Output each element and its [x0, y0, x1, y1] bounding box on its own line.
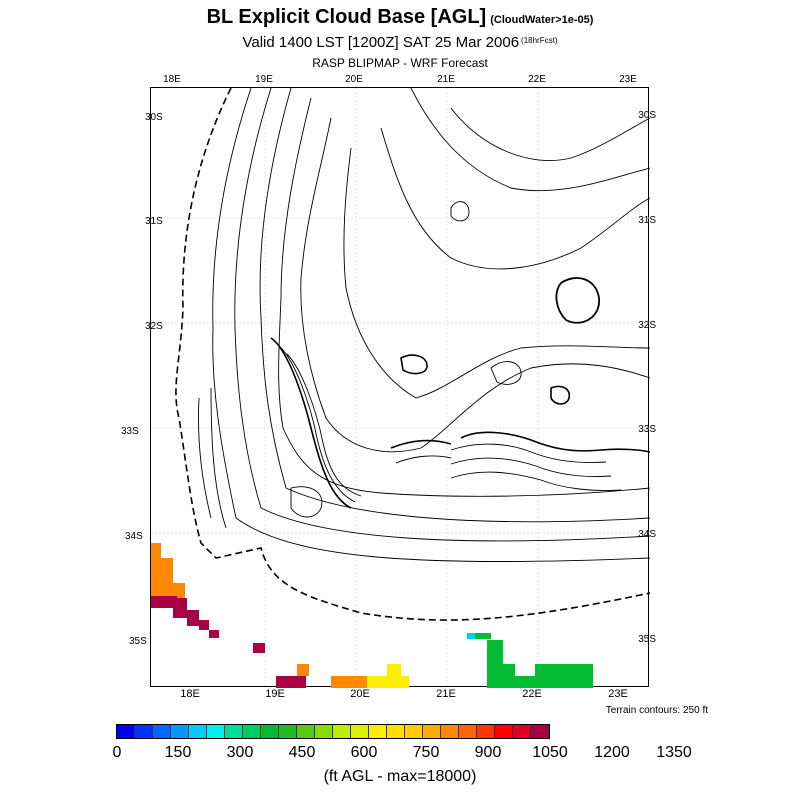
contour-map — [151, 88, 650, 688]
bottom-lon-label: 19E — [265, 688, 285, 700]
map-panel: 30S 31S 32S 33S 34S 35S 30S 31S 32S 33S … — [121, 87, 656, 688]
colorbar-cell — [135, 725, 153, 738]
colorbar-cell — [297, 725, 315, 738]
lat-label: 34S — [638, 529, 656, 540]
colorbar-cell — [351, 725, 369, 738]
terrain-note: Terrain contours: 250 ft — [605, 705, 708, 716]
colorbar-cell — [423, 725, 441, 738]
top-lon-label: 21E — [437, 74, 455, 85]
top-lon-label: 22E — [528, 74, 546, 85]
colorbar-cell — [117, 725, 135, 738]
bottom-lon-label: 18E — [180, 688, 200, 700]
coastline — [175, 88, 650, 621]
bottom-lon-label: 23E — [608, 688, 628, 700]
colorbar-tick-label: 1350 — [656, 744, 692, 761]
graticule — [151, 88, 650, 688]
lat-label: 33S — [121, 426, 139, 437]
colorbar-units: (ft AGL - max=18000) — [323, 768, 477, 785]
colorbar-cell — [315, 725, 333, 738]
bottom-lon-label: 20E — [350, 688, 370, 700]
top-lon-label: 18E — [163, 74, 181, 85]
lat-label: 32S — [145, 321, 163, 332]
lat-label: 31S — [638, 215, 656, 226]
colorbar-cell — [495, 725, 513, 738]
colorbar-tick-label: 450 — [288, 744, 316, 761]
colorbar-tick-label: 0 — [112, 744, 122, 761]
chart-title: BL Explicit Cloud Base [AGL] (CloudWater>… — [206, 6, 594, 28]
colorbar-cell — [387, 725, 405, 738]
colorbar-tick-label: 900 — [474, 744, 502, 761]
colorbar-tick-label: 600 — [350, 744, 378, 761]
colorbar-cell — [369, 725, 387, 738]
colorbar-cell — [171, 725, 189, 738]
colorbar-cell — [279, 725, 297, 738]
colorbar-tick-label: 300 — [226, 744, 254, 761]
colorbar-cell — [225, 725, 243, 738]
colorbar-cell — [333, 725, 351, 738]
model-name: RASP BLIPMAP - WRF Forecast — [312, 56, 488, 70]
colorbar-cell — [513, 725, 531, 738]
colorbar-cell — [477, 725, 495, 738]
colorbar-tick-label: 1050 — [532, 744, 568, 761]
colorbar-cell — [531, 725, 549, 738]
lat-label: 31S — [145, 216, 163, 227]
lat-label: 30S — [145, 112, 163, 123]
lat-label: 32S — [638, 320, 656, 331]
colorbar-cell — [189, 725, 207, 738]
lat-label: 33S — [638, 424, 656, 435]
bottom-lon-label: 22E — [522, 688, 542, 700]
terrain-contours — [198, 88, 650, 563]
top-lon-label: 23E — [619, 74, 637, 85]
cloudbase-cells — [151, 543, 593, 688]
colorbar-cell — [261, 725, 279, 738]
colorbar-tick-label: 150 — [164, 744, 192, 761]
colorbar-cell — [459, 725, 477, 738]
top-lon-label: 20E — [345, 74, 363, 85]
colorbar-cell — [441, 725, 459, 738]
lat-label: 35S — [129, 636, 147, 647]
colorbar-cell — [405, 725, 423, 738]
valid-time: Valid 1400 LST [1200Z] SAT 25 Mar 2006 (1… — [242, 34, 558, 51]
colorbar-cell — [207, 725, 225, 738]
lat-label: 34S — [125, 531, 143, 542]
colorbar — [116, 724, 550, 739]
colorbar-cell — [153, 725, 171, 738]
lat-label: 35S — [638, 634, 656, 645]
colorbar-tick-label: 1200 — [594, 744, 630, 761]
bottom-lon-label: 21E — [436, 688, 456, 700]
colorbar-cell — [243, 725, 261, 738]
colorbar-tick-label: 750 — [412, 744, 440, 761]
lat-label: 30S — [638, 110, 656, 121]
top-lon-label: 19E — [255, 74, 273, 85]
